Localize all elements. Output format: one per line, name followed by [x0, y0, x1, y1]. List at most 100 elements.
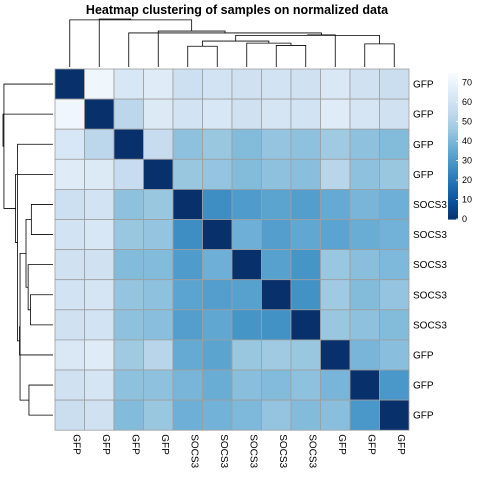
heatmap-cell [84, 279, 115, 311]
legend-swatch [448, 182, 458, 186]
heatmap-cell [84, 339, 115, 371]
column-label: SOCS3 [247, 434, 258, 468]
row-label: SOCS3 [413, 200, 447, 211]
heatmap-cell [320, 279, 351, 311]
heatmap-cell [231, 128, 262, 160]
heatmap-cell [320, 249, 351, 281]
dendrogram-branch [19, 252, 29, 401]
heatmap-cell [54, 399, 85, 431]
heatmap-cell [172, 399, 203, 431]
legend-swatch [448, 119, 458, 123]
heatmap-cell [172, 188, 203, 220]
heatmap-cell [231, 158, 262, 190]
heatmap-cell [349, 219, 380, 251]
heatmap-cell [54, 309, 85, 341]
heatmap-cell [261, 219, 292, 251]
legend-swatch [448, 216, 458, 220]
heatmap-cell [231, 249, 262, 281]
heatmap-cell [54, 158, 85, 190]
heatmap-cell [290, 339, 321, 371]
legend-swatch [448, 77, 458, 81]
heatmap-cell [320, 339, 351, 371]
dendrogram-branch [187, 45, 218, 67]
heatmap-cell [84, 309, 115, 341]
heatmap-cell [290, 249, 321, 281]
heatmap-cell [379, 339, 410, 371]
heatmap-cell [54, 249, 85, 281]
dendrogram-branch [17, 143, 53, 342]
legend-swatch [448, 204, 458, 208]
row-label: SOCS3 [413, 230, 447, 241]
legend-swatch [448, 148, 458, 152]
heatmap-cell [349, 399, 380, 431]
heatmap-cell [143, 369, 174, 401]
heatmap-cell [349, 98, 380, 130]
heatmap-cell [143, 399, 174, 431]
legend-swatch [448, 80, 458, 84]
heatmap-cell [349, 68, 380, 100]
heatmap-cell [379, 188, 410, 220]
legend-swatch [448, 153, 458, 157]
legend-swatch [448, 85, 458, 89]
dendrogram-branch [3, 83, 53, 209]
heatmap-cell [84, 188, 115, 220]
heatmap-cell [349, 369, 380, 401]
legend-swatch [448, 172, 458, 176]
heatmap-cell [320, 98, 351, 130]
heatmap-cell [84, 128, 115, 160]
heatmap-cell [261, 249, 292, 281]
heatmap-cell [320, 399, 351, 431]
legend-swatch [448, 211, 458, 215]
heatmap-cell [290, 369, 321, 401]
heatmap-cell [379, 249, 410, 281]
heatmap-cell [231, 219, 262, 251]
heatmap-cell [113, 339, 144, 371]
legend-swatch [448, 121, 458, 125]
column-label: SOCS3 [188, 434, 199, 468]
heatmap-cell [113, 399, 144, 431]
row-label: GFP [413, 110, 434, 121]
heatmap-cell [349, 309, 380, 341]
legend-swatch [448, 133, 458, 137]
legend-swatch [448, 165, 458, 169]
heatmap-cell [143, 339, 174, 371]
heatmap-cell [231, 98, 262, 130]
legend-tick-label: 50 [462, 117, 472, 127]
heatmap-cell [172, 128, 203, 160]
heatmap-cell [379, 279, 410, 311]
heatmap-cell [54, 68, 85, 100]
legend-swatch [448, 131, 458, 135]
heatmap-cell [113, 98, 144, 130]
heatmap-cell [290, 219, 321, 251]
dendrogram-branch [15, 173, 53, 243]
heatmap-cell [143, 249, 174, 281]
legend-swatch [448, 92, 458, 96]
heatmap-cell [202, 399, 233, 431]
legend-tick-label: 60 [462, 97, 472, 107]
legend-tick-label: 10 [462, 195, 472, 205]
heatmap-cell [231, 339, 262, 371]
heatmap-cell [54, 98, 85, 130]
legend-swatch [448, 143, 458, 147]
row-label: GFP [413, 381, 434, 392]
legend-swatch [448, 189, 458, 193]
heatmap-cell [202, 188, 233, 220]
heatmap-cell [84, 369, 115, 401]
heatmap-cell [143, 98, 174, 130]
legend-swatch [448, 109, 458, 113]
dendrogram-branch [69, 19, 193, 67]
column-label: SOCS3 [218, 434, 229, 468]
dendrogram-branch [235, 34, 380, 44]
heatmap-cell [290, 128, 321, 160]
column-label: GFP [129, 434, 140, 455]
dendrogram-branch [307, 34, 336, 67]
heatmap-cell [261, 309, 292, 341]
heatmap-cell [261, 158, 292, 190]
dendrogram-branch [28, 384, 53, 416]
heatmap-cell [349, 249, 380, 281]
column-label: GFP [395, 434, 406, 455]
row-label: GFP [413, 350, 434, 361]
legend-tick-label: 70 [462, 78, 472, 88]
heatmap-cell [349, 188, 380, 220]
heatmap-cell [202, 68, 233, 100]
